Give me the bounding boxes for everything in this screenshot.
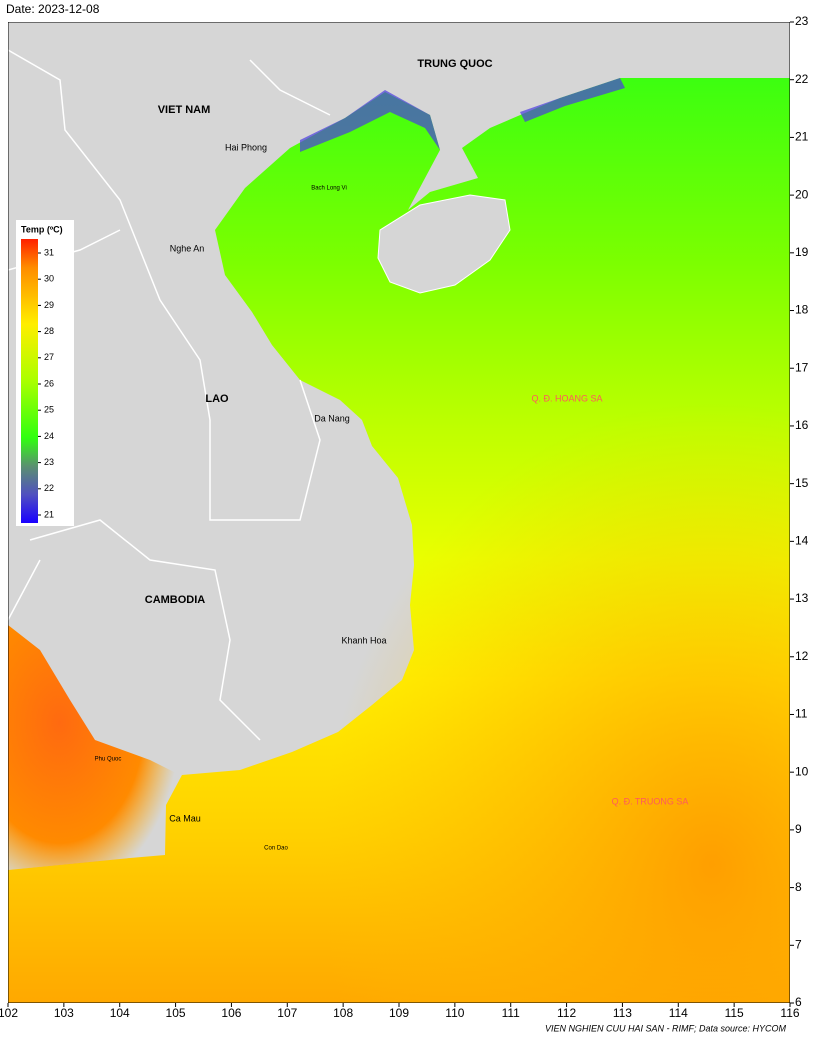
place-label: Ca Mau — [169, 813, 201, 823]
x-tick-label: 103 — [54, 1006, 74, 1020]
y-tick-label: 17 — [795, 360, 809, 374]
y-tick-label: 18 — [795, 303, 809, 317]
x-tick-label: 114 — [669, 1006, 688, 1020]
legend-tick-label: 26 — [44, 378, 54, 388]
x-tick-label: 108 — [333, 1006, 353, 1020]
date: Date: 2023-12-08 — [6, 2, 100, 16]
y-tick-label: 10 — [795, 764, 809, 778]
legend-tick-label: 27 — [44, 352, 54, 362]
gulf-of-thailand — [8, 625, 180, 870]
place-label: Con Dao — [264, 846, 288, 852]
legend-tick-label: 22 — [44, 483, 54, 493]
country-label: LAO — [205, 393, 229, 405]
x-tick-label: 112 — [557, 1006, 576, 1020]
y-tick-label: 7 — [795, 937, 802, 951]
y-tick-label: 20 — [795, 187, 809, 201]
y-tick-label: 22 — [795, 72, 809, 86]
legend-tick-label: 21 — [44, 509, 54, 519]
x-tick-label: 110 — [445, 1006, 464, 1020]
y-tick-label: 19 — [795, 245, 809, 259]
y-tick-label: 14 — [795, 534, 809, 548]
x-tick-label: 111 — [502, 1006, 521, 1020]
y-tick-label: 13 — [795, 591, 809, 605]
hainan — [377, 194, 511, 294]
place-label: Hai Phong — [225, 142, 267, 152]
x-tick-label: 102 — [0, 1006, 18, 1020]
legend-tick-label: 28 — [44, 326, 54, 336]
y-tick-label: 16 — [795, 418, 809, 432]
x-tick-label: 105 — [166, 1006, 186, 1020]
credit: VIEN NGHIEN CUU HAI SAN - RIMF; Data sou… — [545, 1023, 787, 1033]
x-tick-label: 106 — [221, 1006, 241, 1020]
y-tick-label: 11 — [795, 707, 808, 721]
legend: Temp (ºC) — [16, 220, 74, 526]
y-tick-label: 23 — [795, 14, 809, 28]
place-label: Bach Long Vi — [311, 186, 347, 192]
legend-title: Temp (ºC) — [21, 224, 63, 234]
legend-tick-label: 29 — [44, 300, 54, 310]
x-tick-label: 109 — [389, 1006, 409, 1020]
legend-tick-label: 24 — [44, 431, 54, 441]
x-tick-label: 115 — [725, 1006, 744, 1020]
y-tick-label: 21 — [795, 130, 809, 144]
x-tick-label: 104 — [110, 1006, 130, 1020]
cold-coast — [300, 78, 625, 152]
x-tick-label: 116 — [780, 1006, 799, 1020]
place-label: Nghe An — [170, 243, 205, 253]
legend-tick-label: 31 — [44, 247, 54, 257]
country-label: TRUNG QUOC — [417, 58, 492, 70]
legend-tick-label: 23 — [44, 457, 54, 467]
y-tick-label: 8 — [795, 880, 802, 894]
place-label: Khanh Hoa — [341, 635, 386, 645]
place-label: Da Nang — [314, 413, 350, 423]
y-tick-label: 15 — [795, 476, 809, 490]
island-label: Q. Đ. TRUONG SA — [612, 796, 689, 806]
colorbar — [21, 239, 38, 523]
legend-tick-label: 25 — [44, 405, 54, 415]
y-tick-label: 6 — [795, 995, 802, 1009]
x-tick-label: 113 — [613, 1006, 632, 1020]
country-label: VIET NAM — [158, 104, 211, 116]
island-label: Q. Đ. HOANG SA — [531, 393, 602, 403]
y-tick-label: 9 — [795, 822, 802, 836]
y-tick-label: 12 — [795, 649, 809, 663]
map-area — [8, 22, 790, 1003]
place-label: Phu Quoc — [95, 757, 122, 763]
borders — [8, 49, 331, 741]
x-tick-label: 107 — [277, 1006, 297, 1020]
country-label: CAMBODIA — [145, 594, 206, 606]
legend-tick-label: 30 — [44, 274, 54, 284]
